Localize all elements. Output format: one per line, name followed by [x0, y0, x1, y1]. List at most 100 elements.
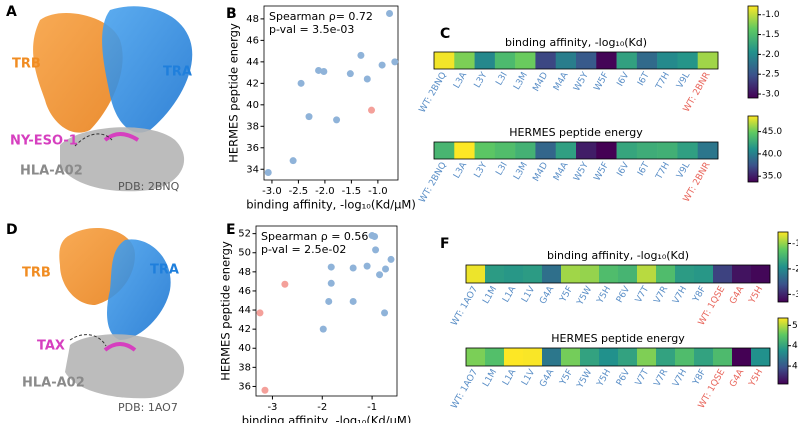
peptide: [103, 342, 137, 352]
heatmap-cell: [523, 348, 543, 366]
category-label: G4A: [728, 367, 747, 389]
heatmap-cell: [694, 265, 714, 283]
y-tick-label: 36: [246, 143, 259, 154]
category-label: P6V: [615, 284, 633, 305]
y-tick-label: 46: [246, 35, 259, 46]
heatmap-cell: [656, 265, 676, 283]
point: [391, 58, 399, 66]
annotation: p-val = 3.5e-03: [269, 23, 354, 36]
pdb-label: PDB: 1AO7: [118, 401, 178, 414]
y-tick-label: 40: [246, 100, 259, 111]
colorbar-tick-label: -1.0: [762, 10, 780, 20]
point: [305, 113, 313, 121]
point: [376, 271, 384, 279]
category-label: G4A: [538, 367, 557, 389]
colorbar-tick-label: -1: [792, 239, 798, 249]
category-label: V9L: [675, 161, 692, 181]
category-label: L3A: [452, 70, 470, 90]
x-tick-label: -1.5: [342, 186, 362, 197]
category-label: I6T: [636, 70, 652, 87]
arrow: [69, 334, 107, 347]
heatmap-cell: [677, 52, 699, 69]
colorbar-tick-label: 35.0: [762, 172, 782, 182]
heatmap-cell: [618, 265, 638, 283]
colorbar: [777, 231, 789, 303]
heatmap-cell: [561, 348, 581, 366]
plot-frame: [255, 225, 398, 397]
heatmap-frame: [433, 51, 719, 70]
category-label: L3M: [512, 71, 530, 92]
heatmap-cell: [656, 348, 676, 366]
category-label: I6V: [616, 70, 632, 88]
category-label: Y5H: [595, 368, 613, 389]
point: [327, 279, 335, 287]
heatmap-title: binding affinity, -log₁₀(Kd): [505, 36, 647, 49]
category-label: Y5H: [747, 368, 765, 389]
category-label: L3A: [452, 160, 470, 180]
x-tick-label: -1: [367, 402, 377, 413]
point: [382, 265, 390, 273]
category-label: M4A: [552, 160, 571, 183]
colorbar-tick-label: -2.5: [762, 70, 780, 80]
y-tick-label: 48: [238, 267, 251, 278]
heatmap-cell: [637, 348, 657, 366]
heatmap-cell: [636, 142, 658, 159]
point: [333, 116, 341, 124]
category-label: I6T: [636, 160, 652, 177]
heatmap-cell: [494, 142, 516, 159]
heatmap-cell: [576, 52, 597, 69]
y-tick-label: 48: [246, 14, 259, 25]
category-label: Y5W: [575, 368, 594, 391]
heatmap-frame: [465, 347, 771, 367]
colorbar-tick-label: -1.5: [762, 30, 780, 40]
category-label: WT: 1AO7: [450, 285, 481, 328]
heatmap-cell: [675, 265, 695, 283]
point: [320, 68, 328, 76]
point: [327, 263, 335, 271]
y-axis-label: HERMES peptide energy: [227, 23, 241, 163]
heatmap-cell: [504, 348, 524, 366]
point: [372, 246, 380, 254]
category-label: L1V: [520, 284, 538, 304]
plot-frame: [263, 5, 399, 181]
category-label: W5Y: [572, 70, 591, 93]
heatmap-cell: [732, 348, 752, 366]
heatmap-cell: [434, 52, 455, 69]
category-label: L1M: [481, 368, 499, 389]
category-label: W5F: [593, 71, 612, 93]
colorbar-tick-label: 40: [792, 362, 798, 372]
point: [315, 66, 323, 74]
category-label: Y5W: [575, 285, 594, 308]
heatmap-cell: [675, 348, 695, 366]
tra-label: TRA: [163, 65, 192, 80]
x-axis-label: binding affinity, -log₁₀(Kd/μM): [242, 414, 412, 423]
heatmap-frame: [433, 141, 719, 160]
heatmap-cell: [713, 348, 733, 366]
category-label: WT: 1AO7: [450, 368, 481, 411]
y-tick-label: 52: [238, 229, 251, 240]
point: [297, 79, 305, 87]
heatmap-cell: [474, 142, 496, 159]
category-label: L3Y: [473, 70, 490, 89]
category-label: W5Y: [572, 160, 591, 183]
heatmap-cell: [657, 142, 678, 159]
panel-label: D: [6, 222, 18, 238]
peptide-label: TAX: [37, 339, 65, 354]
category-label: M4D: [531, 71, 550, 94]
y-tick-label: 36: [238, 381, 251, 392]
y-tick-label: 42: [246, 78, 259, 89]
trb-chain: [33, 12, 123, 133]
category-label: Y8F: [691, 285, 708, 305]
heatmap-cell: [515, 142, 536, 159]
category-label: L1A: [501, 284, 519, 304]
heatmap-cell: [515, 52, 536, 69]
point: [281, 280, 289, 288]
y-tick-label: 34: [246, 164, 259, 175]
heatmap-cell: [555, 52, 577, 69]
category-label: V7T: [634, 284, 652, 304]
heatmap-cell: [485, 348, 505, 366]
heatmap-cell: [466, 348, 486, 366]
x-tick-label: -2: [317, 402, 327, 413]
category-label: T7H: [654, 71, 672, 92]
